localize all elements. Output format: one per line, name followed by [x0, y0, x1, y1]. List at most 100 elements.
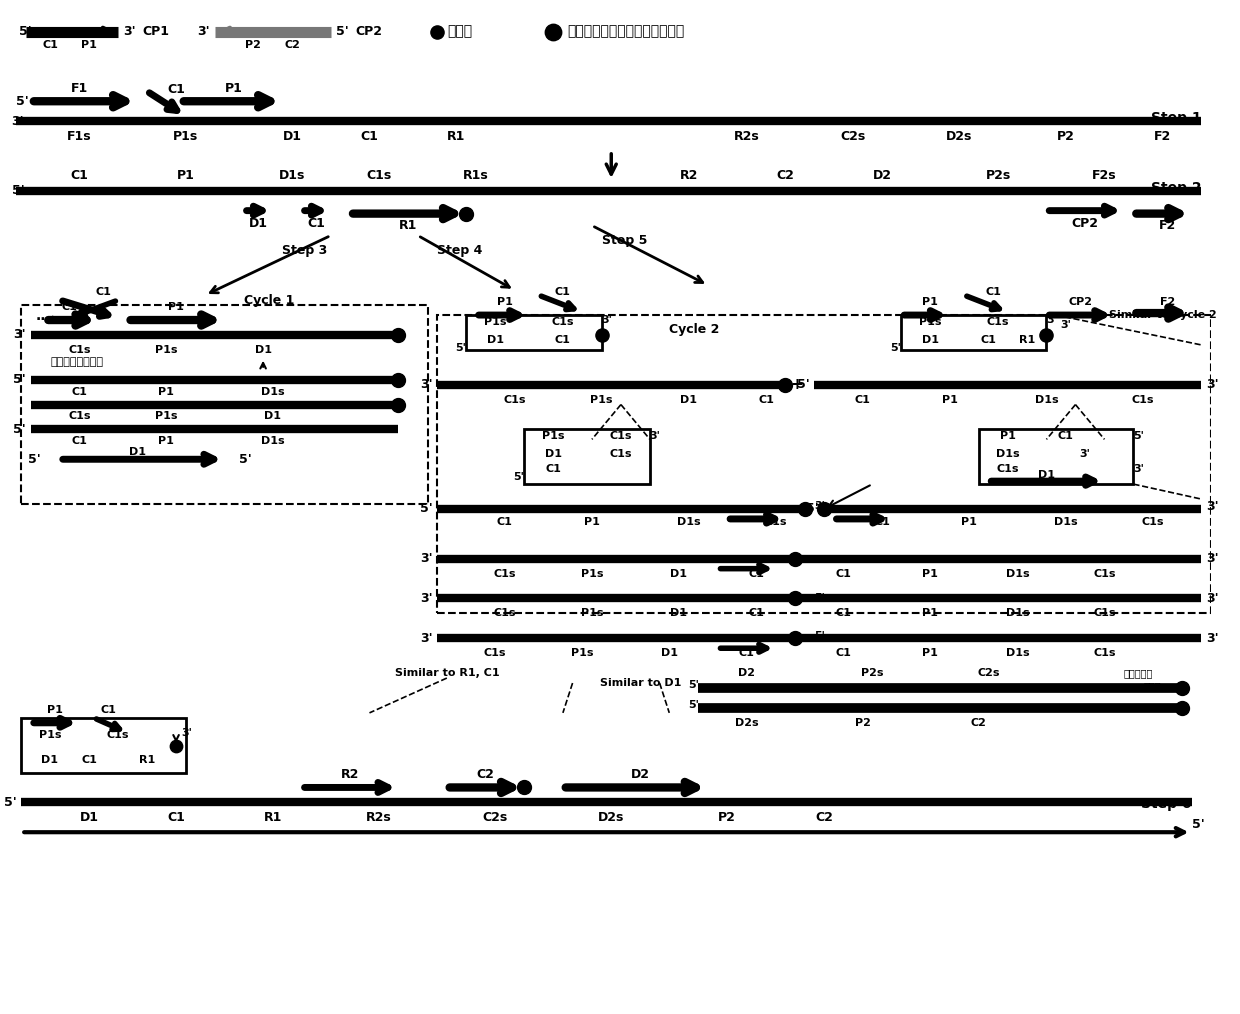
Text: R1: R1 [448, 130, 466, 143]
Text: 生物素: 生物素 [446, 24, 472, 39]
Text: D1: D1 [544, 449, 562, 459]
Text: 5': 5' [455, 343, 466, 353]
Text: P1s: P1s [580, 608, 603, 619]
Text: Similar to D1: Similar to D1 [600, 678, 681, 689]
Text: P2: P2 [854, 718, 870, 728]
Text: C1: C1 [100, 705, 117, 715]
Text: Cycle 2: Cycle 2 [670, 323, 719, 337]
Text: 3': 3' [419, 378, 433, 391]
Text: P2: P2 [246, 40, 262, 50]
Text: C1: C1 [981, 335, 997, 345]
Text: D1: D1 [1038, 470, 1055, 481]
Point [428, 23, 448, 40]
Text: 5': 5' [688, 700, 699, 710]
Text: P1s: P1s [590, 394, 613, 405]
Text: C1s: C1s [68, 412, 91, 422]
Text: C1s: C1s [1094, 648, 1116, 658]
Text: 5': 5' [815, 593, 825, 603]
Text: C1: C1 [72, 436, 87, 446]
Text: C1: C1 [836, 648, 852, 658]
Bar [525, 429, 650, 484]
Text: 5': 5' [688, 680, 699, 690]
Text: D2: D2 [738, 668, 755, 678]
Text: D1s: D1s [1034, 394, 1058, 405]
Text: P1s: P1s [570, 648, 594, 658]
Text: Step 5: Step 5 [601, 234, 647, 247]
Text: C1: C1 [854, 394, 870, 405]
Text: P1: P1 [923, 569, 939, 579]
Text: C1: C1 [556, 335, 570, 345]
Text: 5': 5' [1192, 817, 1204, 830]
Text: C1s: C1s [987, 317, 1009, 328]
Text: R1: R1 [264, 811, 281, 823]
Text: C2s: C2s [977, 668, 999, 678]
Text: 半抗原（如荧光素、地高辛等）: 半抗原（如荧光素、地高辛等） [568, 24, 684, 39]
Text: C1s: C1s [494, 608, 516, 619]
Text: 3': 3' [14, 329, 26, 342]
Text: P1: P1 [159, 436, 175, 446]
Text: R2: R2 [680, 169, 698, 183]
Text: C1s: C1s [503, 394, 526, 405]
Point [815, 501, 835, 517]
Bar [901, 315, 1047, 350]
Text: D1s: D1s [279, 169, 305, 183]
Point [775, 376, 795, 392]
Text: C2s: C2s [841, 130, 866, 143]
Text: D1: D1 [671, 569, 687, 579]
Text: 5': 5' [16, 94, 30, 107]
Text: P1: P1 [169, 302, 184, 312]
Bar [21, 305, 428, 504]
Text: 3': 3' [181, 728, 192, 738]
Text: C1s: C1s [610, 431, 632, 441]
Text: D1: D1 [79, 811, 98, 823]
Text: D2s: D2s [946, 130, 972, 143]
Text: C1s: C1s [68, 345, 91, 355]
Text: 5': 5' [20, 25, 32, 39]
Text: 5': 5' [513, 473, 525, 483]
Text: 5': 5' [4, 796, 16, 809]
Text: C1: C1 [874, 517, 890, 527]
Text: 3': 3' [11, 115, 25, 128]
Text: D1: D1 [249, 217, 268, 230]
Text: P1: P1 [923, 297, 939, 307]
Text: C1: C1 [497, 517, 513, 527]
Text: C1s: C1s [107, 730, 129, 740]
Text: 5': 5' [1133, 431, 1143, 441]
Text: CP2: CP2 [1071, 217, 1099, 230]
Text: 3': 3' [1060, 320, 1071, 330]
Text: R2s: R2s [366, 811, 392, 823]
Point [388, 371, 408, 387]
Text: C2s: C2s [482, 811, 508, 823]
Text: D1: D1 [254, 345, 272, 355]
Point [1172, 680, 1192, 697]
Text: 5': 5' [797, 378, 810, 391]
Point [795, 501, 815, 517]
Text: P2: P2 [1056, 130, 1075, 143]
Text: R1: R1 [1019, 335, 1035, 345]
Text: R1: R1 [399, 219, 418, 232]
Text: C1s: C1s [367, 169, 392, 183]
Bar [978, 429, 1133, 484]
Text: C1: C1 [986, 287, 1001, 297]
Text: C1s: C1s [1142, 517, 1164, 527]
Text: R2: R2 [341, 768, 360, 781]
Text: D1: D1 [41, 754, 58, 765]
Text: P2s: P2s [986, 169, 1011, 183]
Text: D1: D1 [129, 447, 146, 457]
Text: P1: P1 [923, 608, 939, 619]
Text: D1: D1 [486, 335, 503, 345]
Text: 3': 3' [197, 25, 210, 39]
Text: C2: C2 [284, 40, 300, 50]
Text: P1: P1 [81, 40, 97, 50]
Text: Cycle 1: Cycle 1 [244, 294, 294, 306]
Text: C1: C1 [546, 464, 562, 475]
Text: P1s: P1s [155, 345, 177, 355]
Text: R1: R1 [139, 754, 155, 765]
Text: P1: P1 [999, 431, 1016, 441]
Point [785, 590, 805, 606]
Text: D2s: D2s [598, 811, 625, 823]
Text: Similar to cycle 2: Similar to cycle 2 [1110, 310, 1216, 320]
Text: Step 4: Step 4 [438, 244, 482, 257]
Text: F2: F2 [1154, 130, 1171, 143]
Text: P1s: P1s [155, 412, 177, 422]
